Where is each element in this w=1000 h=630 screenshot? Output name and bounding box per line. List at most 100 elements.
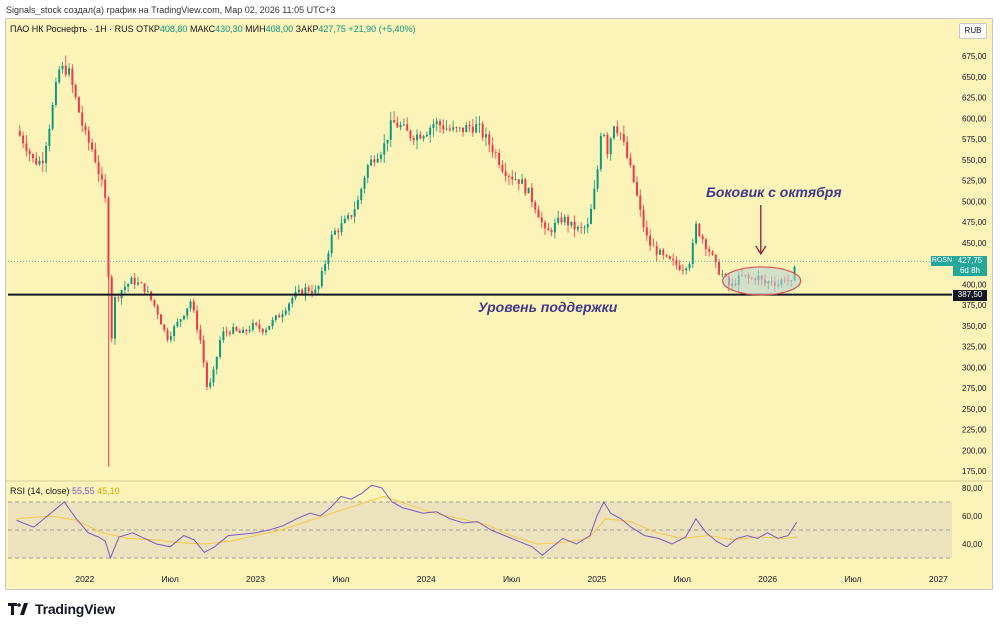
candle-body bbox=[337, 230, 340, 233]
candle-body bbox=[481, 123, 484, 138]
price-tick-label: 250,00 bbox=[962, 405, 987, 414]
candle-body bbox=[189, 301, 192, 309]
candle-body bbox=[521, 179, 524, 184]
time-tick-label: Июл bbox=[332, 574, 349, 584]
candle-body bbox=[353, 209, 356, 217]
candle-body bbox=[137, 282, 139, 285]
candle-body bbox=[504, 171, 507, 177]
time-tick-label: 2024 bbox=[417, 574, 436, 584]
candle-body bbox=[570, 221, 573, 226]
candle-body bbox=[268, 326, 271, 330]
candle-body bbox=[626, 141, 629, 158]
candle-body bbox=[714, 254, 717, 262]
candle-body bbox=[462, 127, 464, 133]
candle-body bbox=[435, 121, 438, 125]
candle-body bbox=[494, 152, 497, 154]
time-tick-label: 2023 bbox=[246, 574, 265, 584]
candle-body bbox=[301, 289, 304, 295]
candle-body bbox=[527, 187, 530, 194]
candle-body bbox=[228, 332, 231, 334]
annotation-support[interactable]: Уровень поддержки bbox=[478, 299, 618, 315]
candle-body bbox=[297, 289, 300, 293]
legend-close-label: ЗАКР bbox=[295, 24, 319, 34]
candle-body bbox=[232, 327, 235, 334]
candle-body bbox=[238, 330, 241, 334]
tradingview-logo-icon bbox=[8, 603, 28, 615]
chart-credit: Signals_stock создал(а) график на Tradin… bbox=[6, 5, 336, 15]
candle-body bbox=[182, 315, 185, 320]
price-legend: ПАО НК Роснефть · 1Н · RUS ОТКР408,80 МА… bbox=[10, 24, 415, 34]
candle-body bbox=[284, 310, 287, 315]
price-tick-label: 675,00 bbox=[962, 52, 987, 61]
sideways-ellipse bbox=[722, 266, 802, 296]
candle-body bbox=[71, 68, 74, 85]
candle-body bbox=[672, 258, 675, 261]
candle-body bbox=[534, 202, 537, 210]
candle-body bbox=[291, 297, 294, 304]
candle-body bbox=[176, 321, 179, 327]
candle-body bbox=[225, 331, 228, 333]
candle-body bbox=[196, 310, 199, 330]
candle-body bbox=[635, 181, 638, 196]
candle-layer bbox=[18, 55, 796, 467]
candle-body bbox=[695, 223, 698, 243]
candle-body bbox=[698, 223, 701, 236]
candle-body bbox=[97, 162, 100, 175]
candle-body bbox=[311, 291, 313, 294]
candle-body bbox=[51, 104, 54, 129]
price-tick-label: 625,00 bbox=[962, 94, 987, 103]
candle-body bbox=[91, 142, 94, 150]
candle-body bbox=[583, 227, 586, 229]
tradingview-logo[interactable]: TradingView bbox=[8, 600, 115, 618]
overlay-layer bbox=[8, 205, 952, 296]
time-tick-label: Июл bbox=[162, 574, 179, 584]
candle-body bbox=[498, 152, 501, 166]
candle-body bbox=[425, 134, 428, 137]
annotation-sideways[interactable]: Боковик с октября bbox=[706, 184, 842, 200]
candle-body bbox=[212, 369, 215, 383]
price-tick-label: 175,00 bbox=[962, 467, 987, 476]
candle-body bbox=[586, 224, 589, 228]
candle-body bbox=[409, 130, 412, 138]
candle-body bbox=[416, 134, 419, 141]
candle-body bbox=[274, 315, 277, 320]
candle-body bbox=[35, 158, 38, 165]
chart-frame[interactable] bbox=[5, 18, 993, 590]
candle-body bbox=[429, 127, 432, 135]
candle-body bbox=[288, 303, 290, 311]
rsi-legend: RSI (14, close) 55,55 45,10 bbox=[10, 486, 120, 496]
candle-body bbox=[452, 127, 455, 130]
candle-body bbox=[133, 277, 136, 285]
rsi-tick-label: 80,00 bbox=[962, 484, 983, 493]
candle-body bbox=[22, 135, 25, 144]
price-tick-label: 450,00 bbox=[962, 239, 987, 248]
support-price-value: 387,50 bbox=[957, 290, 983, 299]
candle-body bbox=[58, 69, 61, 83]
time-tick-label: 2026 bbox=[758, 574, 777, 584]
candle-body bbox=[248, 329, 251, 332]
support-price-tag: 387,50 bbox=[953, 290, 987, 301]
candle-body bbox=[662, 249, 665, 255]
candle-body bbox=[399, 124, 402, 128]
price-tick-label: 350,00 bbox=[962, 322, 987, 331]
candle-body bbox=[458, 127, 461, 129]
candle-body bbox=[573, 221, 576, 230]
candle-body bbox=[324, 263, 327, 271]
candle-body bbox=[370, 159, 373, 166]
candle-body bbox=[471, 126, 474, 133]
candle-body bbox=[688, 264, 691, 269]
candle-body bbox=[609, 138, 612, 155]
candle-body bbox=[45, 145, 48, 164]
price-tick-label: 225,00 bbox=[962, 426, 987, 435]
candle-body bbox=[123, 286, 126, 291]
candle-body bbox=[366, 165, 369, 178]
last-price-ticker: ROSN bbox=[931, 256, 953, 266]
currency-button[interactable]: RUB bbox=[959, 23, 987, 39]
candle-body bbox=[18, 130, 21, 136]
candle-body bbox=[130, 277, 133, 284]
candle-body bbox=[422, 136, 425, 139]
candle-body bbox=[100, 174, 103, 180]
candle-body bbox=[511, 176, 514, 180]
candle-body bbox=[77, 97, 80, 113]
